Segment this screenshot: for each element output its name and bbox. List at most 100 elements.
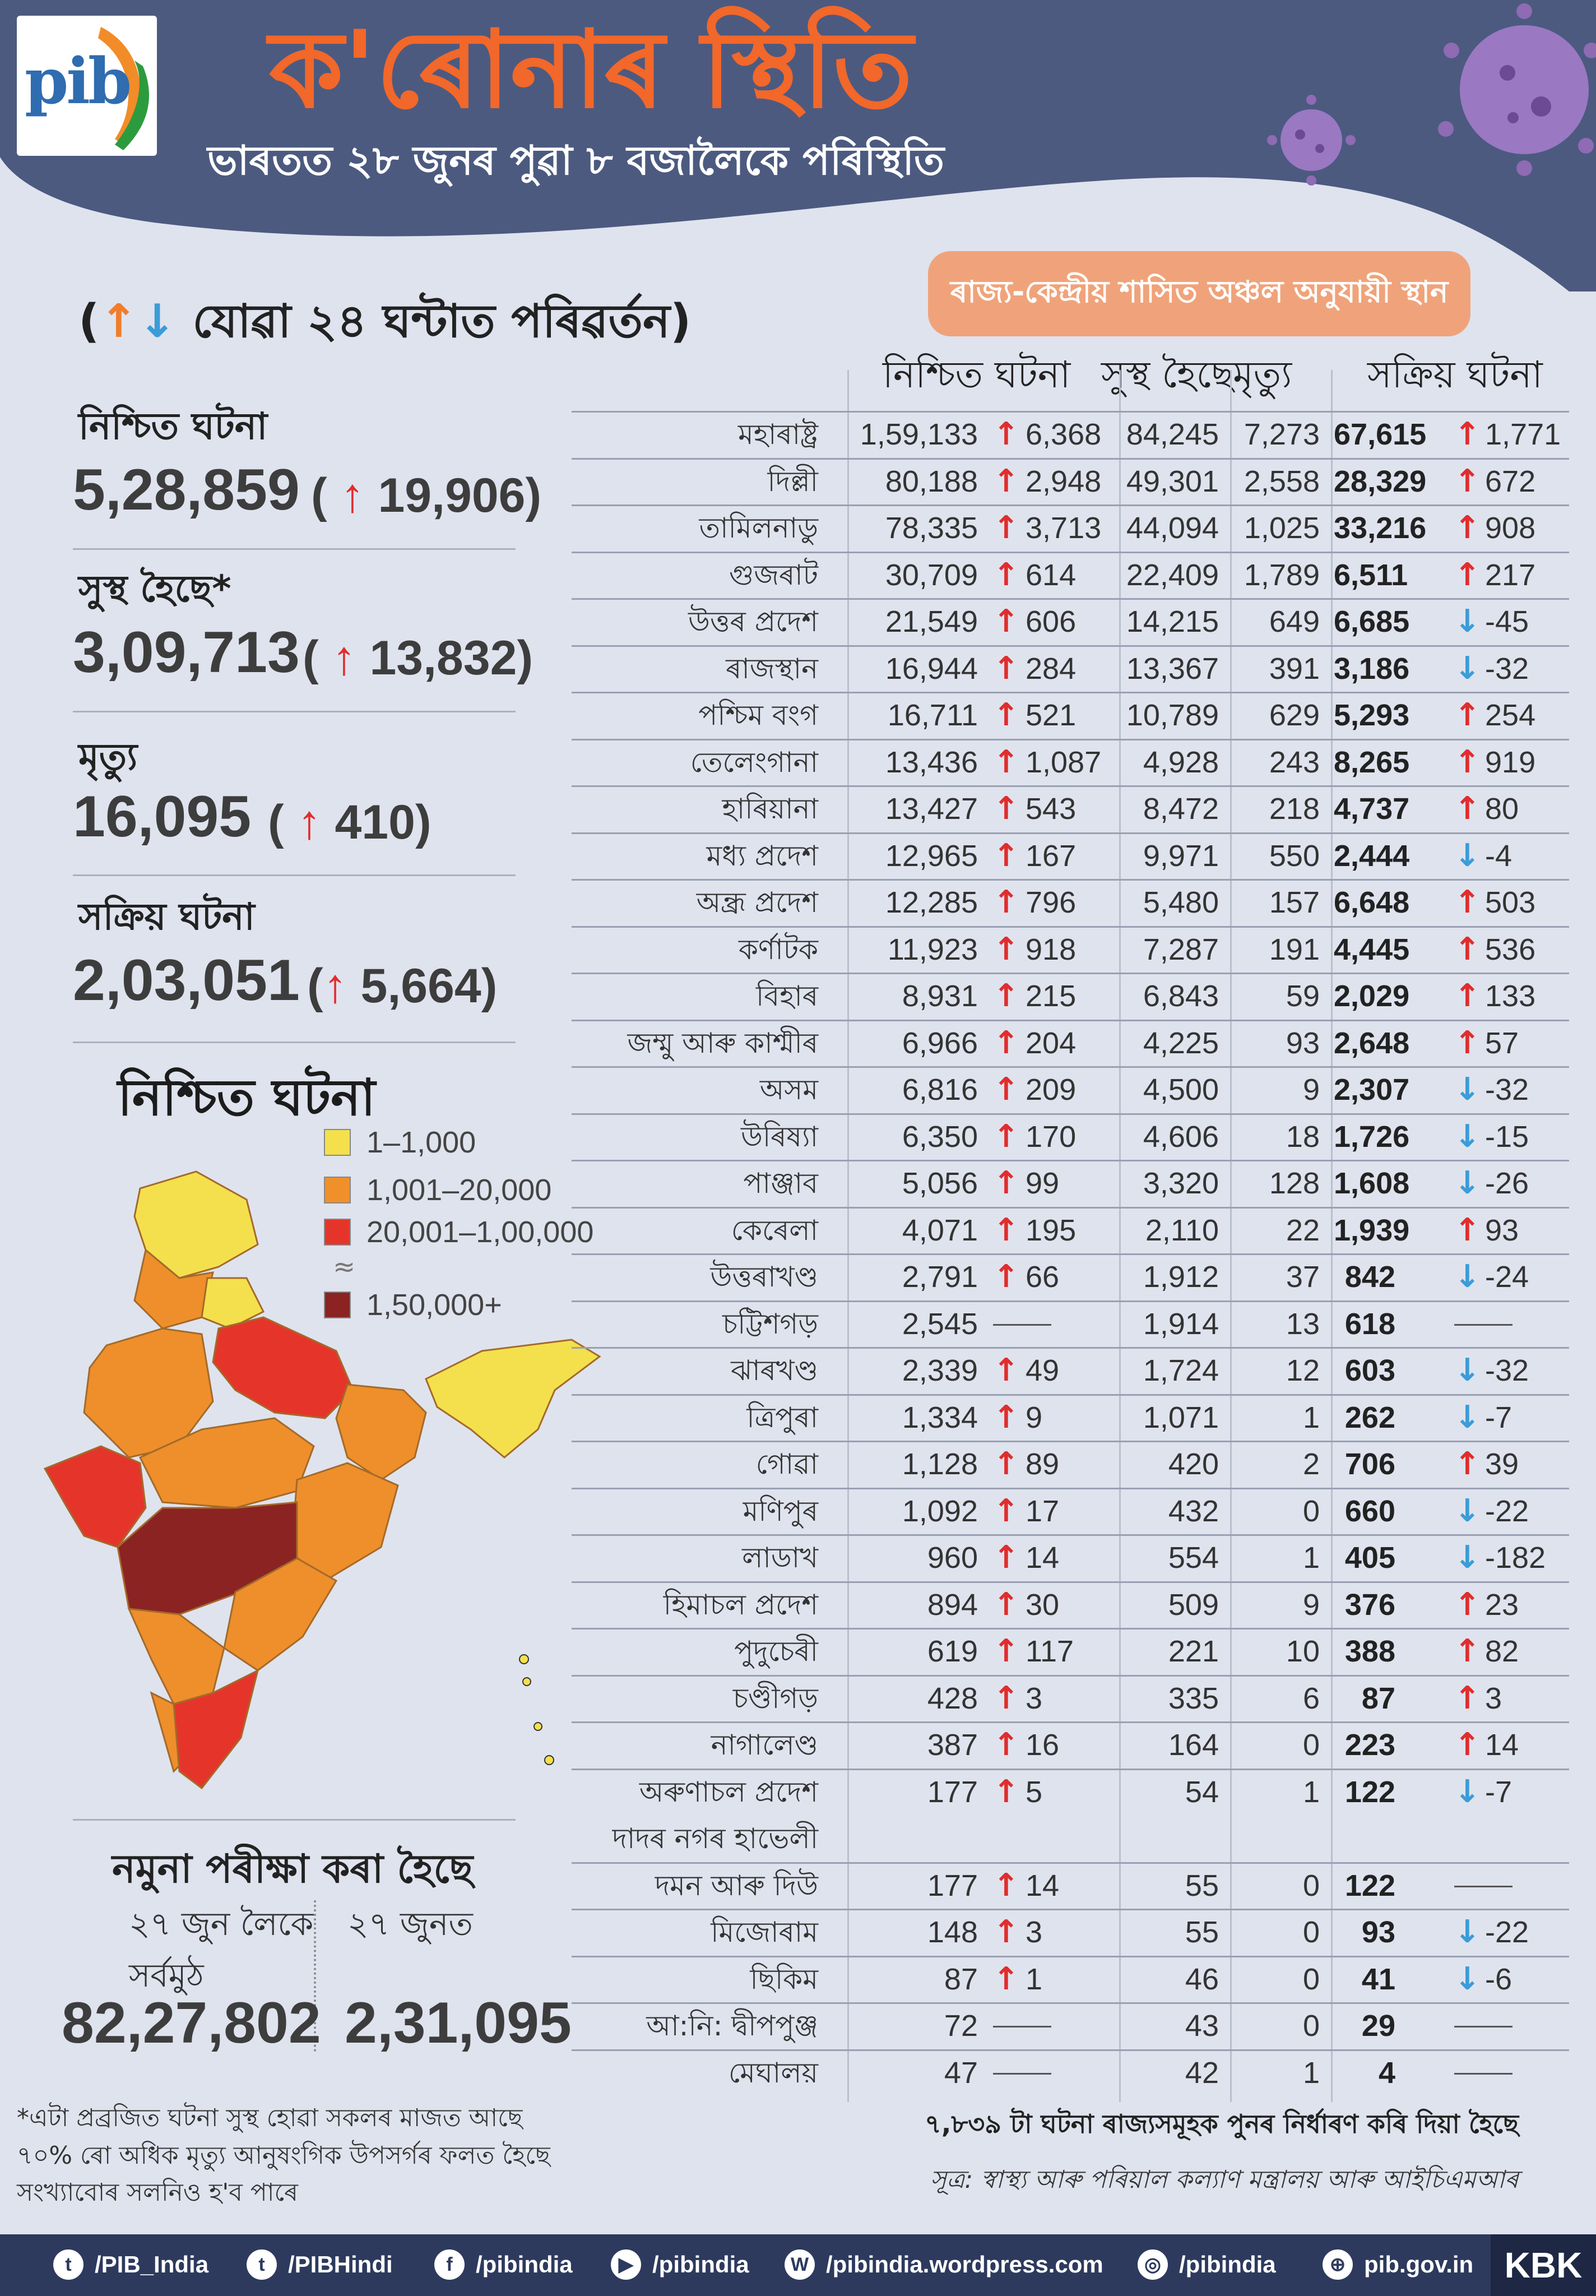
social-link[interactable]: t/PIB_India bbox=[53, 2248, 208, 2281]
active-cell: 223 bbox=[1344, 1728, 1395, 1762]
up-arrow-icon: ↑ bbox=[993, 1633, 1019, 1669]
recovered-cell: 44,094 bbox=[1126, 511, 1219, 545]
confirmed-cell: 960 bbox=[927, 1541, 978, 1575]
active-cell: 122 bbox=[1344, 1868, 1395, 1902]
deaths-cell: 6 bbox=[1302, 1681, 1320, 1715]
active-delta-cell: -32 bbox=[1485, 651, 1529, 686]
confirmed-delta-cell: 17 bbox=[1026, 1494, 1060, 1528]
column-rule bbox=[1230, 370, 1232, 2102]
up-arrow-icon: ↑ bbox=[1454, 1679, 1481, 1716]
social-link[interactable]: ▶ /pibindia bbox=[611, 2248, 749, 2281]
active-delta-cell: 254 bbox=[1485, 698, 1536, 732]
active-delta-cell: -7 bbox=[1485, 1400, 1513, 1434]
confirmed-cell: 13,427 bbox=[885, 792, 978, 826]
social-link-label: /pibindia bbox=[652, 2251, 749, 2278]
no-change-dash bbox=[993, 1323, 1051, 1326]
active-delta-cell: 80 bbox=[1485, 792, 1519, 826]
up-arrow-icon: ↑ bbox=[993, 743, 1019, 780]
deaths-cell: 37 bbox=[1286, 1260, 1320, 1294]
row-rule bbox=[572, 645, 1569, 647]
deaths-cell: 93 bbox=[1286, 1026, 1320, 1060]
social-link[interactable]: t/PIBHindi bbox=[247, 2248, 393, 2281]
divider bbox=[73, 711, 516, 712]
confirmed-cell: 72 bbox=[944, 2009, 978, 2043]
up-arrow-icon: ↑ bbox=[1454, 1633, 1481, 1669]
deaths-cell: 243 bbox=[1269, 745, 1320, 779]
row-rule bbox=[572, 411, 1569, 413]
up-arrow-icon: ↑ bbox=[993, 1024, 1019, 1061]
confirmed-cell: 2,545 bbox=[902, 1307, 978, 1341]
active-cell: 405 bbox=[1344, 1541, 1395, 1575]
down-arrow-icon: ↓ bbox=[1454, 650, 1481, 687]
active-cell: 3,186 bbox=[1334, 651, 1410, 686]
confirmed-cell: 11,923 bbox=[887, 932, 978, 966]
row-rule bbox=[572, 1441, 1569, 1442]
table-title-pill bbox=[928, 251, 1470, 336]
deaths-cell: 0 bbox=[1302, 1915, 1320, 1949]
down-arrow-icon: ↓ bbox=[1454, 1773, 1481, 1810]
up-arrow-icon: ↑ bbox=[993, 1118, 1019, 1155]
social-link-label: /PIB_India bbox=[95, 2251, 209, 2278]
up-arrow-icon: ↑ bbox=[993, 1211, 1019, 1248]
social-link[interactable]: f/pibindia bbox=[434, 2248, 573, 2281]
recovered-cell: 420 bbox=[1168, 1447, 1219, 1481]
active-cell: 660 bbox=[1344, 1494, 1395, 1528]
row-rule bbox=[572, 1019, 1569, 1021]
social-link[interactable]: ⊕ pib.gov.in bbox=[1323, 2248, 1473, 2281]
map-region-uttarakhand bbox=[201, 1277, 265, 1330]
state-name: মিজোৰাম bbox=[711, 1916, 818, 1948]
up-arrow-icon: ↑ bbox=[993, 790, 1019, 827]
recovered-cell: 3,320 bbox=[1143, 1166, 1219, 1200]
state-name: ত্ৰিপুৰা bbox=[746, 1401, 818, 1434]
deaths-cell: 128 bbox=[1269, 1166, 1320, 1200]
up-arrow-icon: ↑ bbox=[1454, 416, 1481, 452]
state-name: দিল্লী bbox=[767, 465, 818, 498]
confirmed-delta-cell: 14 bbox=[1026, 1868, 1060, 1902]
down-arrow-icon: ↓ bbox=[1454, 1960, 1481, 1997]
social-link[interactable]: ◎ /pibindia bbox=[1138, 2248, 1276, 2281]
social-link[interactable]: W/pibindia.wordpress.com bbox=[785, 2248, 1103, 2281]
confirmed-delta-cell: 1 bbox=[1026, 1962, 1043, 1996]
confirmed-cell: 12,285 bbox=[885, 886, 978, 919]
map-region-east bbox=[335, 1383, 427, 1481]
state-name: উত্তৰাখণ্ড bbox=[710, 1261, 818, 1293]
confirmed-cell: 1,128 bbox=[902, 1447, 978, 1481]
confirmed-delta-cell: 5 bbox=[1026, 1775, 1043, 1809]
deaths-cell: 649 bbox=[1269, 605, 1320, 638]
recovered-cell: 432 bbox=[1168, 1494, 1219, 1528]
up-arrow-icon: ↑ bbox=[1454, 1446, 1481, 1482]
social-link-label: /pibindia bbox=[476, 2251, 573, 2278]
recovered-cell: 55 bbox=[1185, 1915, 1219, 1949]
up-arrow-icon: ↑ bbox=[1454, 510, 1481, 546]
up-arrow-icon: ↑ bbox=[993, 837, 1019, 874]
row-rule bbox=[572, 1534, 1569, 1536]
deaths-cell: 0 bbox=[1302, 1962, 1320, 1996]
deaths-cell: 9 bbox=[1302, 1073, 1320, 1107]
active-cell: 41 bbox=[1361, 1962, 1395, 1996]
state-name: কৰ্ণাটক bbox=[739, 933, 818, 966]
recovered-cell: 5,480 bbox=[1143, 886, 1219, 919]
active-delta: (↑ 5,664) bbox=[307, 959, 498, 1013]
source-note: সূত্ৰ: স্বাস্থ্য আৰু পৰিয়াল কল্যাণ মন্ত… bbox=[930, 2165, 1519, 2194]
row-rule bbox=[572, 1674, 1569, 1677]
active-delta-cell: -22 bbox=[1485, 1494, 1529, 1528]
confirmed-label: নিশ্চিত ঘটনা bbox=[78, 405, 268, 448]
recovered-cell: 4,928 bbox=[1143, 745, 1219, 779]
up-arrow-icon: ↑ bbox=[993, 1914, 1019, 1950]
row-rule bbox=[572, 1862, 1569, 1864]
active-delta-cell: 39 bbox=[1485, 1447, 1519, 1481]
up-arrow-icon: ↑ bbox=[323, 959, 347, 1013]
state-name: নাগালেণ্ড bbox=[711, 1729, 818, 1761]
confirmed-delta-cell: 49 bbox=[1026, 1354, 1060, 1387]
recovered-cell: 46 bbox=[1185, 1962, 1219, 1996]
down-arrow-icon: ↓ bbox=[1454, 1492, 1481, 1529]
confirmed-cell: 87 bbox=[944, 1962, 978, 1996]
active-cell: 1,939 bbox=[1334, 1213, 1410, 1247]
confirmed-delta-cell: 543 bbox=[1026, 792, 1077, 826]
no-change-dash bbox=[1454, 1323, 1513, 1326]
legend-item: 1,001–20,000 bbox=[324, 1173, 551, 1207]
active-cell: 842 bbox=[1344, 1260, 1395, 1294]
active-delta-cell: -45 bbox=[1485, 605, 1529, 638]
legend-item: 1–1,000 bbox=[324, 1126, 476, 1159]
no-change-dash bbox=[1454, 2072, 1513, 2075]
